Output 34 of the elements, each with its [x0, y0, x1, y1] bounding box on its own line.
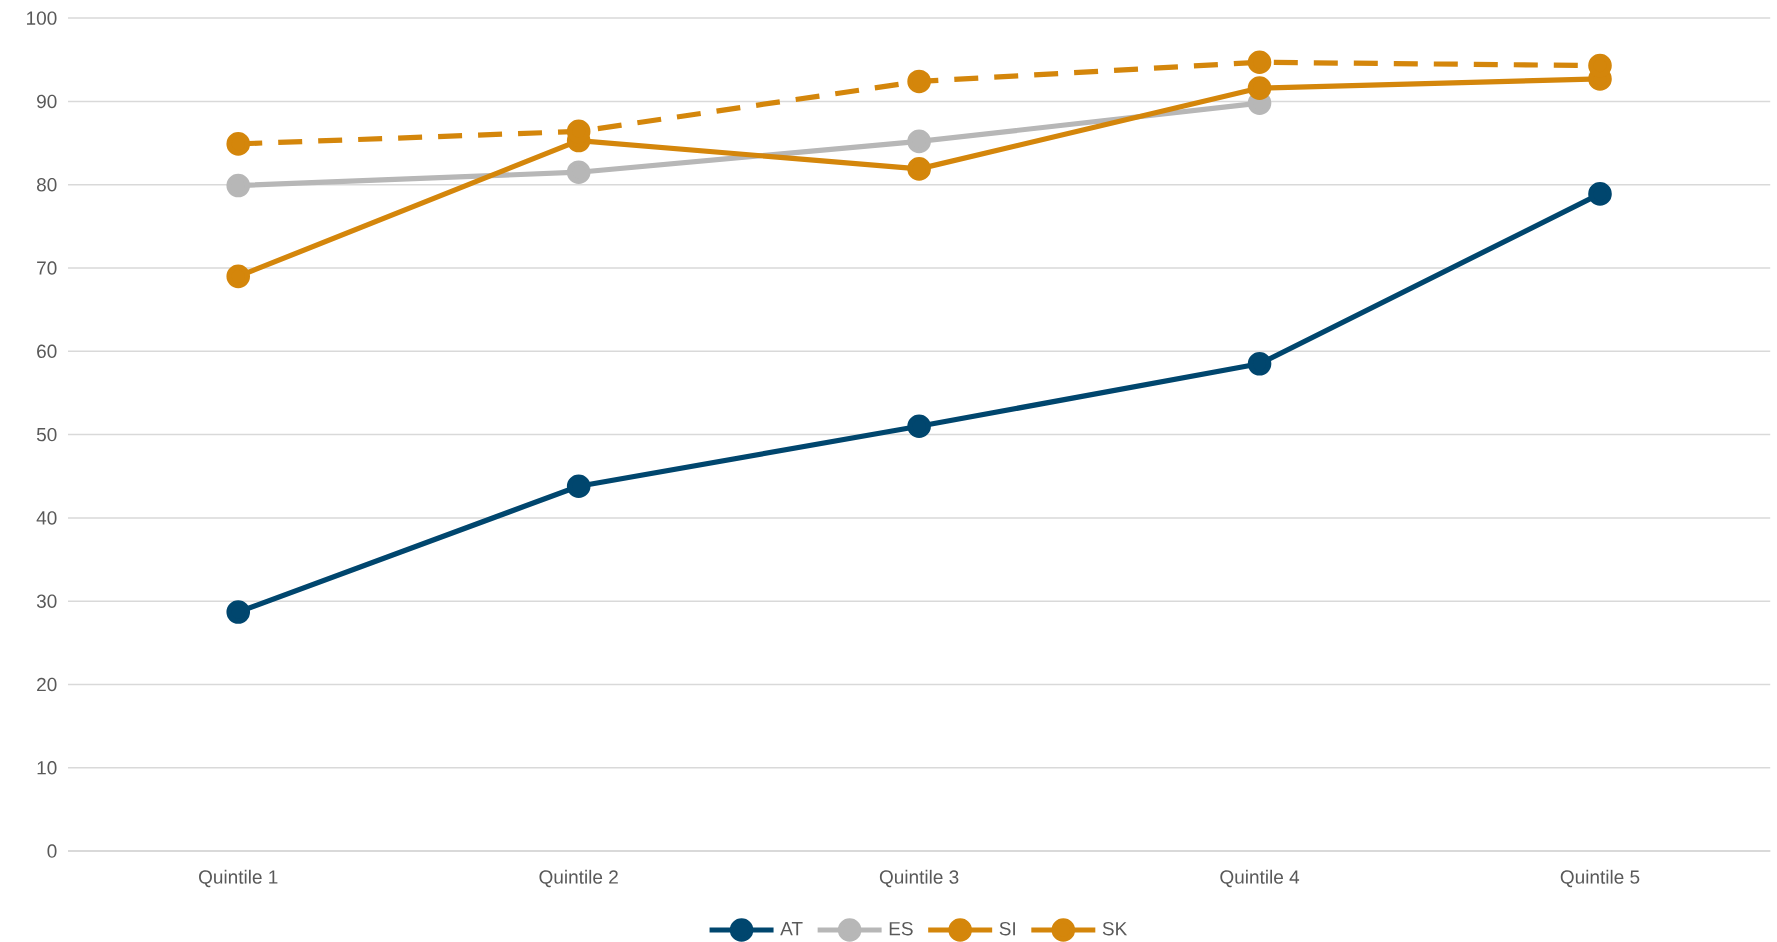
y-tick-label: 40: [36, 511, 57, 525]
y-tick-label: 20: [37, 677, 57, 692]
point: [226, 600, 251, 624]
point: [566, 160, 591, 185]
x-tick-label: Quintile 4: [1220, 869, 1300, 888]
y-tick-label: 60: [37, 344, 57, 359]
point: [907, 157, 931, 181]
point: [226, 173, 251, 198]
legend-label: SK: [1102, 921, 1128, 936]
y-tick-label: 30: [36, 594, 57, 608]
point: [907, 414, 931, 439]
x-tick-label: Quintile 1: [199, 869, 278, 888]
point: [566, 474, 591, 499]
point: [907, 129, 931, 154]
x-tick-label: Quintile 3: [879, 869, 959, 888]
legend-label: AT: [780, 922, 803, 936]
x-tick-label: Quintile 5: [1560, 869, 1640, 888]
legend-label: ES: [889, 921, 913, 936]
point: [1247, 352, 1272, 376]
y-tick-label: 100: [27, 11, 57, 25]
y-tick-label: 80: [36, 177, 57, 192]
y-tick-label: 70: [37, 261, 57, 275]
point: [1247, 50, 1272, 75]
y-tick-label: 10: [37, 761, 57, 775]
point: [1247, 76, 1272, 100]
point: [226, 264, 251, 289]
y-tick-label: 90: [37, 94, 57, 109]
point: [907, 69, 931, 94]
point: [1588, 182, 1612, 206]
y-tick-label: 0: [47, 844, 57, 858]
y-tick-label: 50: [36, 427, 57, 442]
x-tick-label: Quintile 2: [539, 869, 618, 888]
point: [226, 132, 251, 156]
legend-label: SI: [999, 921, 1015, 936]
